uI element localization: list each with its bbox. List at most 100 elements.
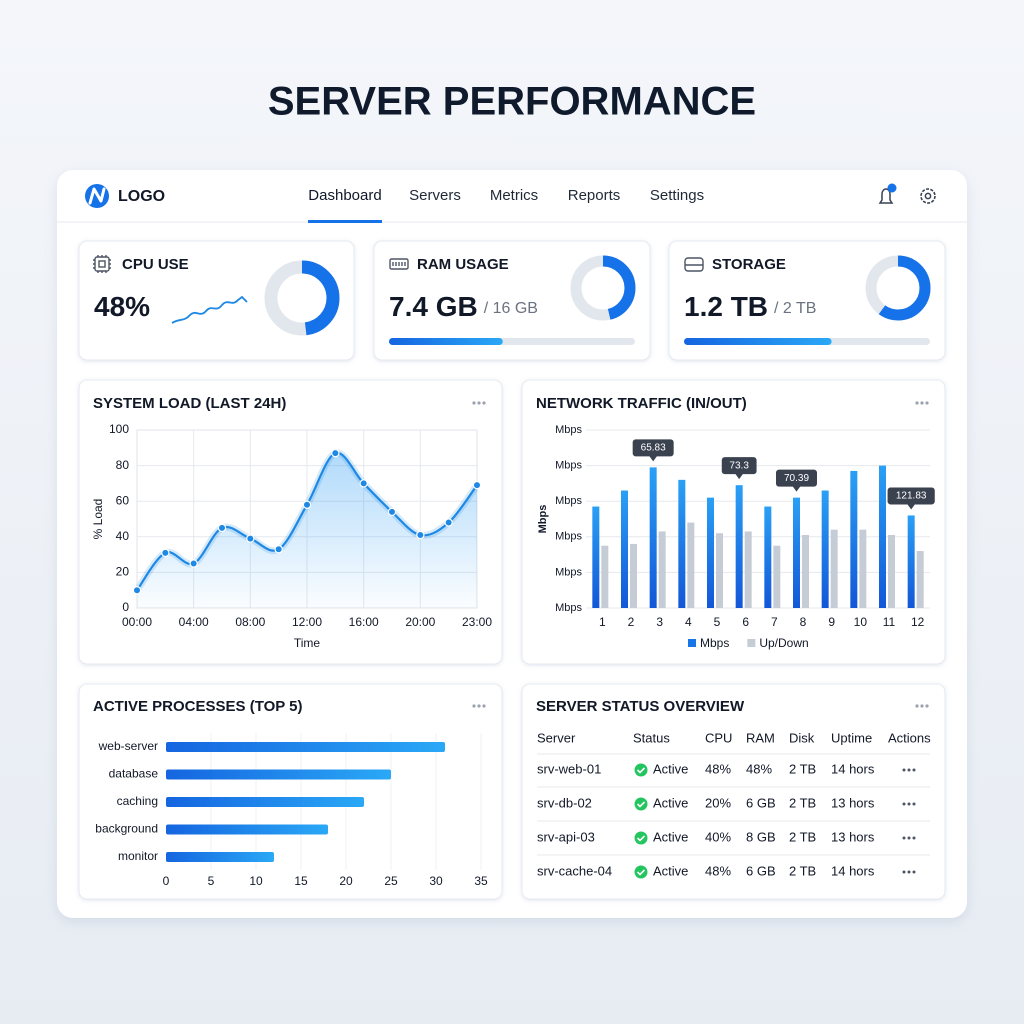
row-action[interactable] [907,870,911,874]
table-header: CPU [705,730,732,745]
row-action[interactable] [907,836,911,840]
y-axis-label: Mbps [537,505,549,534]
x-tick-label: 04:00 [179,615,209,629]
row-action[interactable] [912,768,916,772]
x-tick-label: 2 [628,615,635,629]
bar [592,506,600,608]
kpi-value-text: 1.2 TB [684,291,768,322]
page-title: SERVER PERFORMANCE [268,80,756,124]
point [217,523,227,533]
nav-item[interactable]: Reports [568,187,621,204]
donut-arc [264,260,340,336]
settings-icon[interactable] [920,188,936,204]
table-cell: 14 hors [831,863,875,878]
row-action[interactable] [907,802,911,806]
bar [658,531,666,608]
point [161,548,170,558]
table-cell: 14 hors [831,761,875,776]
bell-icon[interactable] [878,183,897,204]
kpi-value: 48% [94,291,150,322]
row-action[interactable] [912,802,916,806]
x-tick-label: 20 [339,874,353,888]
bar [649,467,657,608]
y-tick-label: database [109,767,159,781]
bar [859,529,867,608]
table-cell: srv-api-03 [537,829,595,844]
table-cell: 48% [746,761,772,776]
nav-item[interactable]: Settings [650,187,704,204]
nav-item[interactable]: Metrics [490,187,538,204]
point [331,448,340,458]
y-tick-label: monitor [118,849,158,863]
nav-item[interactable]: Dashboard [308,187,381,204]
panel-menus[interactable] [472,401,929,708]
bar [678,479,686,608]
row-action[interactable] [902,836,906,840]
callout-box [776,469,817,487]
point [416,530,425,540]
kpi-value: 7.4 GB / 16 GB [389,291,538,322]
callout-pointer [792,486,801,492]
x-tick-label: 7 [771,615,778,629]
x-tick-label: 10 [854,615,868,629]
row-action[interactable] [912,870,916,874]
bar [166,742,445,752]
table-cell: 2 TB [789,795,816,810]
bar [166,769,391,780]
x-tick-label: 6 [742,615,749,629]
row-action[interactable] [902,870,906,874]
y-tick-label: Mbps [555,460,582,472]
x-tick-label: 08:00 [235,615,265,629]
y-axis-label: % Load [91,499,105,540]
point [387,507,397,517]
panel-title: SYSTEM LOAD (LAST 24H) [93,395,286,412]
point [132,586,142,595]
table-cell: Active [653,829,688,844]
table-header: Server [537,730,576,745]
bar [773,545,781,608]
y-tick-label: Mbps [555,424,582,436]
callout-box [632,439,674,457]
row-action[interactable] [912,836,916,840]
bar [166,824,328,835]
table-cell: 13 hors [831,829,875,844]
table-header: Status [633,730,670,745]
kpi-value-text: 7.4 GB [389,291,478,322]
point [444,518,453,527]
legend-label: Mbps [700,636,729,650]
table-cell: srv-db-02 [537,795,592,810]
x-tick-label: 15 [294,874,308,888]
callout: 73.3 [721,457,757,480]
table-header: Disk [789,730,815,745]
bar [802,535,809,608]
point [472,480,482,490]
donut-arc [570,255,636,321]
bar [630,543,637,608]
callout: 65.83 [632,439,674,462]
status-check [636,801,646,808]
logo-icon [85,184,109,208]
row-action[interactable] [907,768,911,772]
bar [744,531,752,608]
kpi-label: CPU USE [122,256,189,273]
kpi-total: / 16 GB [484,300,538,317]
kpi-total: / 2 TB [774,300,816,317]
x-tick-label: 12 [911,615,925,629]
sparkline [171,295,248,324]
y-tick-label: Mbps [555,531,582,543]
x-tick-label: 11 [883,615,896,629]
status-icon [634,831,648,845]
row-action[interactable] [902,802,906,806]
x-tick-label: 8 [800,615,807,629]
x-tick-label: 9 [828,615,835,629]
bar [687,522,695,608]
bar [707,497,714,608]
status-check [636,835,646,842]
row-action[interactable] [902,768,906,772]
callout-box [887,487,935,505]
nav-item[interactable]: Servers [409,187,461,204]
logo-text: LOGO [118,188,165,205]
y-tick-label: 100 [109,422,129,436]
bar [601,545,609,608]
